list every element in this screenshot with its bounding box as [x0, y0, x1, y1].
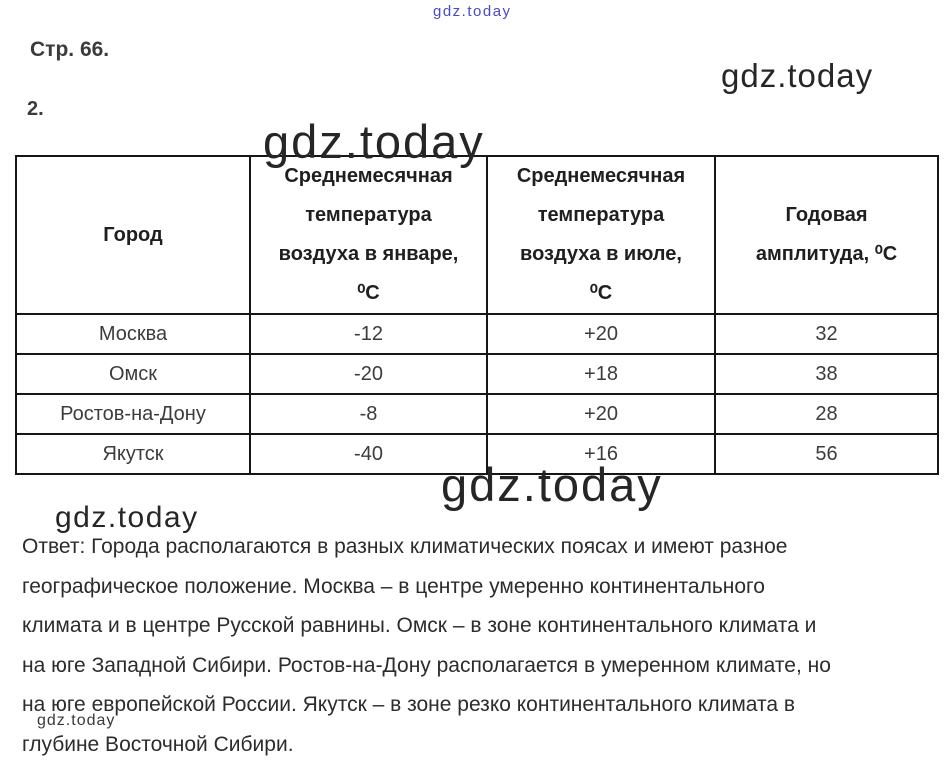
table-header-annual-amplitude: Годовая амплитуда, ⁰С — [714, 155, 939, 315]
item-number: 2. — [27, 98, 44, 120]
table-cell: -8 — [249, 393, 488, 435]
table-cell: +20 — [486, 393, 716, 435]
page-label: Стр. 66. — [30, 38, 110, 61]
table-row-moscow: Москва -12 +20 32 — [15, 313, 939, 355]
gdz-today-watermark-top-right: gdz.today — [721, 57, 874, 94]
table-header-july-temp: Среднемесячная температура воздуха в июл… — [486, 155, 716, 315]
table-row-omsk: Омск -20 +18 38 — [15, 353, 939, 395]
table-cell: +20 — [486, 313, 716, 355]
answer-line: на юге европейской России. Якутск – в зо… — [22, 693, 796, 716]
table-cell: 38 — [714, 353, 939, 395]
answer-line: Ответ: Города располагаются в разных кли… — [22, 535, 788, 558]
table-cell: -40 — [249, 433, 488, 475]
answer-paragraph: Ответ: Города располагаются в разных кли… — [22, 527, 831, 764]
table-cell: +16 — [486, 433, 716, 475]
table-header-row: Город Среднемесячная температура воздуха… — [15, 155, 939, 315]
table-cell: Якутск — [15, 433, 251, 475]
table-cell: 56 — [714, 433, 939, 475]
table-cell: Ростов-на-Дону — [15, 393, 251, 435]
table-cell: +18 — [486, 353, 716, 395]
table-cell: 32 — [714, 313, 939, 355]
climate-table: Город Среднемесячная температура воздуха… — [15, 155, 939, 475]
answer-line: глубине Восточной Сибири. — [22, 732, 294, 756]
table-header-city: Город — [15, 155, 251, 315]
gdz-today-top-link[interactable]: gdz.today — [433, 3, 512, 20]
answer-line: на юге Западной Сибири. Ростов-на-Дону р… — [22, 653, 831, 677]
answer-line: географическое положение. Москва – в цен… — [22, 574, 765, 598]
table-cell: 28 — [714, 393, 939, 435]
table-row-yakutsk: Якутск -40 +16 56 — [15, 433, 939, 475]
table-cell: Москва — [15, 313, 251, 355]
table-row-rostov: Ростов-на-Дону -8 +20 28 — [15, 393, 939, 435]
table-cell: -12 — [249, 313, 488, 355]
table-cell: -20 — [249, 353, 488, 395]
table-cell: Омск — [15, 353, 251, 395]
answer-line: климата и в центре Русской равнины. Омск… — [22, 614, 817, 637]
table-header-january-temp: Среднемесячная температура воздуха в янв… — [249, 155, 488, 315]
